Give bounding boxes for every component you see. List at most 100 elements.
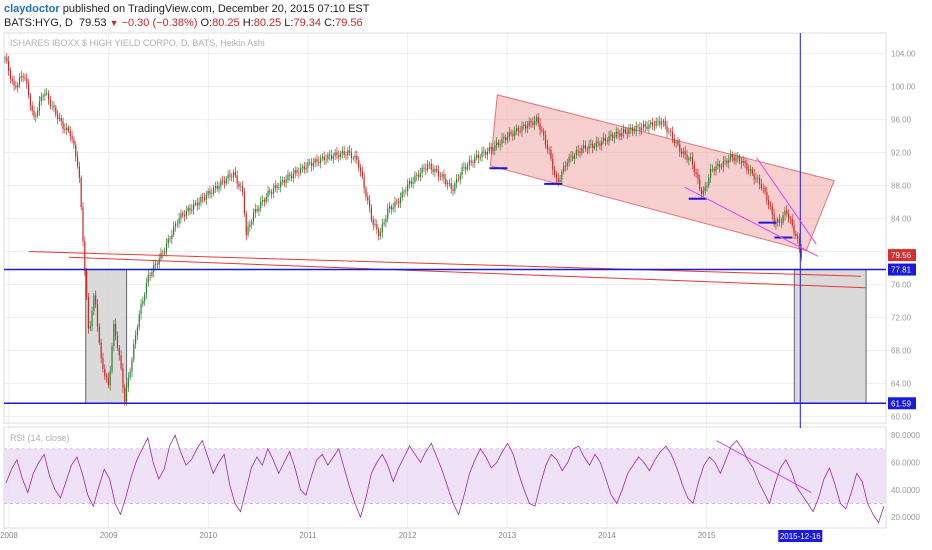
price-candle bbox=[13, 75, 15, 92]
candle-body bbox=[287, 174, 289, 180]
price-candle bbox=[274, 180, 276, 193]
candle-body bbox=[677, 141, 679, 145]
candle-body bbox=[365, 188, 367, 197]
price-candle bbox=[349, 145, 351, 156]
price-candle bbox=[726, 158, 728, 168]
price-candle bbox=[15, 81, 17, 90]
candle-body bbox=[254, 208, 256, 213]
price-candle bbox=[303, 161, 305, 174]
candle-body bbox=[441, 174, 443, 177]
candle-body bbox=[183, 215, 186, 217]
candle-body bbox=[414, 175, 416, 182]
price-candle bbox=[236, 170, 238, 189]
price-candle bbox=[633, 125, 636, 135]
candle-body bbox=[742, 161, 744, 164]
price-candle bbox=[227, 170, 229, 184]
candle-body bbox=[178, 218, 180, 224]
candle-body bbox=[95, 295, 97, 305]
price-candle bbox=[494, 140, 496, 155]
candle-body bbox=[700, 189, 703, 194]
candle-body bbox=[534, 120, 536, 125]
price-candle bbox=[715, 161, 717, 176]
trend-channel bbox=[489, 94, 835, 252]
time-tick-label: 2008 bbox=[0, 531, 18, 540]
candle-body bbox=[96, 304, 99, 327]
price-candle bbox=[479, 154, 481, 161]
price-candle bbox=[519, 126, 521, 134]
candle-body bbox=[557, 178, 559, 182]
price-candle bbox=[111, 343, 113, 374]
price-candle bbox=[650, 120, 652, 129]
price-candle bbox=[497, 139, 499, 148]
candle-body bbox=[174, 223, 177, 227]
price-candle bbox=[539, 118, 541, 136]
price-candle bbox=[173, 221, 175, 237]
price-candle bbox=[408, 177, 411, 189]
price-candle bbox=[64, 123, 66, 134]
candle-body bbox=[655, 120, 657, 126]
candle-body bbox=[216, 186, 218, 189]
price-candle bbox=[338, 150, 340, 163]
price-candle bbox=[347, 146, 349, 160]
price-candle bbox=[320, 154, 322, 169]
price-candle bbox=[639, 122, 641, 136]
price-candle bbox=[22, 72, 24, 83]
price-candle bbox=[427, 159, 429, 173]
candle-body bbox=[653, 125, 655, 127]
candle-body bbox=[339, 153, 342, 158]
price-candle bbox=[216, 180, 218, 192]
price-tick-label: 68.00 bbox=[891, 346, 912, 355]
rsi-band bbox=[4, 448, 886, 504]
candle-body bbox=[601, 141, 603, 146]
price-candle bbox=[430, 158, 432, 174]
high-value: 80.25 bbox=[253, 17, 282, 29]
price-candle bbox=[680, 148, 683, 158]
price-candle bbox=[183, 210, 186, 222]
price-candle bbox=[185, 205, 187, 220]
candle-body bbox=[722, 161, 724, 168]
price-candle bbox=[359, 163, 362, 177]
price-tick-label: 72.00 bbox=[891, 313, 912, 322]
price-candle bbox=[307, 158, 309, 173]
candle-body bbox=[479, 156, 481, 159]
price-candle bbox=[95, 290, 97, 309]
candle-body bbox=[232, 172, 235, 178]
candle-body bbox=[416, 174, 418, 176]
price-candle bbox=[55, 104, 57, 118]
candle-body bbox=[417, 174, 420, 177]
price-candle bbox=[791, 214, 793, 229]
price-candle bbox=[748, 164, 750, 175]
candle-body bbox=[236, 175, 238, 184]
candle-body bbox=[708, 177, 710, 186]
publish-info: published on TradingView.com, December 2… bbox=[62, 3, 370, 15]
candle-body bbox=[194, 202, 197, 204]
price-candle bbox=[378, 227, 380, 241]
candle-body bbox=[8, 61, 10, 71]
price-tick-label: 88.00 bbox=[891, 182, 912, 191]
candle-body bbox=[524, 125, 527, 129]
author-link[interactable]: claydoctor bbox=[4, 3, 60, 15]
candle-body bbox=[37, 110, 39, 116]
candle-body bbox=[554, 169, 556, 175]
candle-body bbox=[508, 132, 510, 137]
price-candle bbox=[590, 138, 592, 149]
candle-body bbox=[185, 210, 187, 217]
price-candle bbox=[537, 112, 539, 128]
price-candle bbox=[367, 192, 369, 205]
price-candle bbox=[66, 122, 68, 136]
price-candle bbox=[503, 133, 505, 143]
candle-body bbox=[597, 141, 599, 144]
candle-body bbox=[309, 162, 311, 164]
price-candle bbox=[470, 155, 472, 167]
candle-body bbox=[261, 200, 264, 202]
price-candle bbox=[388, 202, 391, 213]
price-candle bbox=[646, 121, 648, 132]
price-candle bbox=[601, 136, 603, 151]
candle-body bbox=[595, 141, 597, 147]
candle-body bbox=[258, 208, 260, 211]
price-candle bbox=[684, 145, 686, 160]
price-candle bbox=[223, 176, 226, 189]
price-candle bbox=[147, 269, 149, 287]
